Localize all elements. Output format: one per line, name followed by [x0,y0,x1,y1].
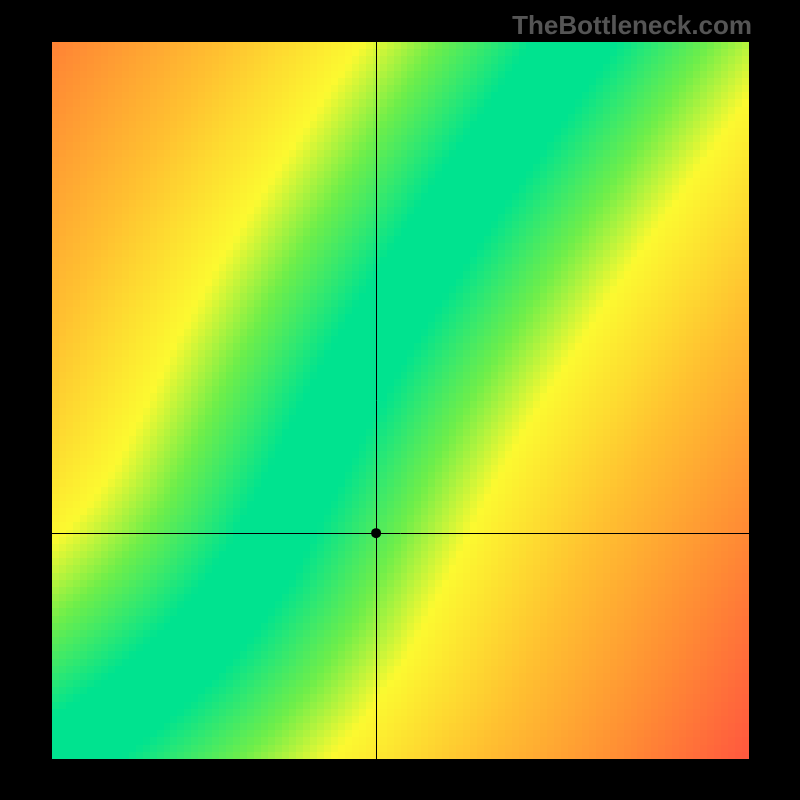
bottleneck-heatmap [52,42,749,759]
chart-container: TheBottleneck.com [0,0,800,800]
watermark-text: TheBottleneck.com [512,10,752,41]
